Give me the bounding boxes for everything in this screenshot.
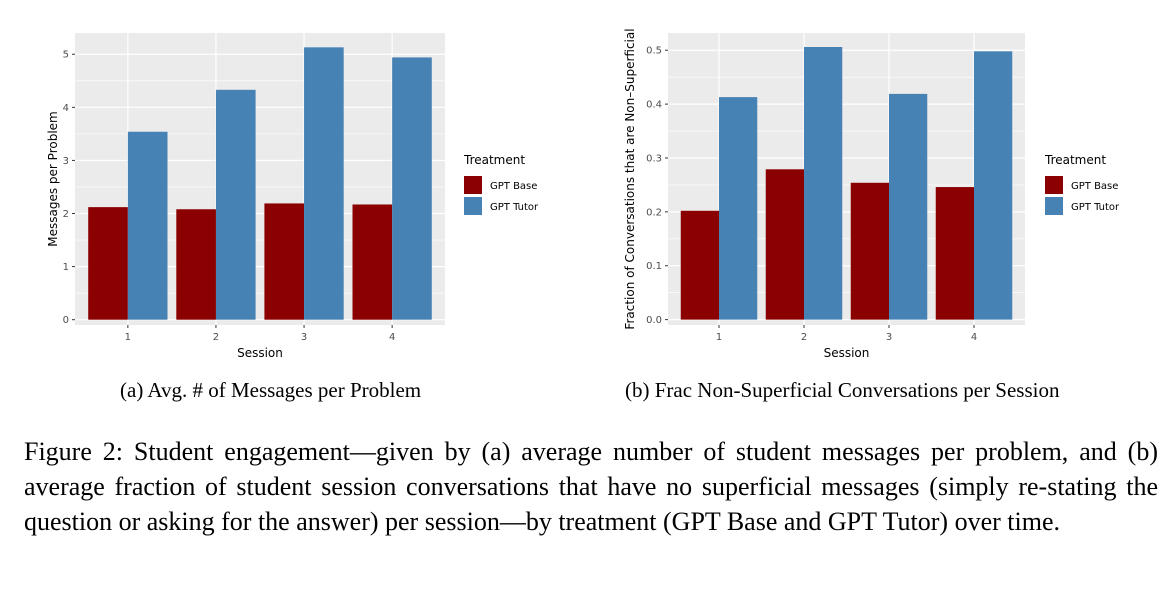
bar-gpt-tutor-session-3 [304,47,344,320]
bar-gpt-tutor-session-2 [215,89,256,320]
bar-gpt-tutor-session-3 [889,93,928,320]
bar-gpt-base-session-3 [850,182,889,320]
bar-gpt-base-session-4 [935,187,974,320]
legend-title: Treatment [463,153,525,167]
legend-key-gpt-base [464,176,482,194]
y-tick-label: 4 [63,103,69,114]
x-tick-label: 4 [389,332,395,343]
y-tick-label: 0.3 [646,153,662,164]
y-tick-label: 1 [63,262,69,273]
x-tick-label: 2 [213,332,219,343]
bar-gpt-tutor-session-4 [974,51,1013,320]
bar-gpt-base-session-1 [88,207,128,320]
legend-key-gpt-base [1045,176,1063,194]
x-axis-title: Session [824,346,870,360]
y-tick-label: 0.2 [646,207,662,218]
x-tick-label: 3 [886,332,892,343]
y-tick-label: 0.4 [646,100,662,111]
bar-gpt-base-session-1 [680,210,719,320]
x-axis-title: Session [237,346,283,360]
x-tick-label: 4 [971,332,977,343]
bar-gpt-base-session-3 [264,203,305,320]
legend-label-gpt-base: GPT Base [1071,181,1118,192]
bar-gpt-tutor-session-1 [719,97,758,320]
bar-gpt-tutor-session-1 [127,131,168,320]
y-tick-label: 0.5 [646,46,662,57]
bar-gpt-base-session-4 [352,204,393,320]
x-tick-label: 1 [125,332,131,343]
bar-gpt-base-session-2 [765,169,804,320]
legend-label-gpt-tutor: GPT Tutor [490,202,539,213]
y-tick-label: 2 [63,209,69,220]
subcaption-b: (b) Frac Non-Superficial Conversations p… [625,378,1060,402]
non-superficial-fraction-chart: 0.0 0.1 0.2 0.3 0.4 0.5 1 2 3 4 Session Fraction of… [623,28,1120,360]
y-tick-label: 0 [63,315,69,326]
legend-label-gpt-base: GPT Base [490,181,537,192]
y-tick-label: 0.1 [646,261,662,272]
legend-key-gpt-tutor [464,197,482,215]
y-tick-label: 0.0 [646,315,662,326]
y-tick-label: 3 [63,156,69,167]
figure-caption: Figure 2: Student engagement—given by (a… [24,437,1158,536]
x-tick-label: 3 [301,332,307,343]
messages-per-problem-chart: 0 1 2 3 4 5 1 2 3 4 Session Messages per Problem Tre… [46,33,539,360]
bar-gpt-base-session-2 [176,209,216,320]
legend-key-gpt-tutor [1045,197,1063,215]
legend-label-gpt-tutor: GPT Tutor [1071,202,1120,213]
y-tick-label: 5 [63,50,69,61]
y-axis-title: Fraction of Conversations that are Non–S… [623,28,637,329]
legend-title: Treatment [1044,153,1106,167]
y-axis-title: Messages per Problem [46,111,60,246]
subcaption-a: (a) Avg. # of Messages per Problem [120,378,422,402]
x-tick-label: 1 [716,332,722,343]
x-tick-label: 2 [801,332,807,343]
bar-gpt-tutor-session-4 [392,57,432,320]
bar-gpt-tutor-session-2 [804,47,843,320]
